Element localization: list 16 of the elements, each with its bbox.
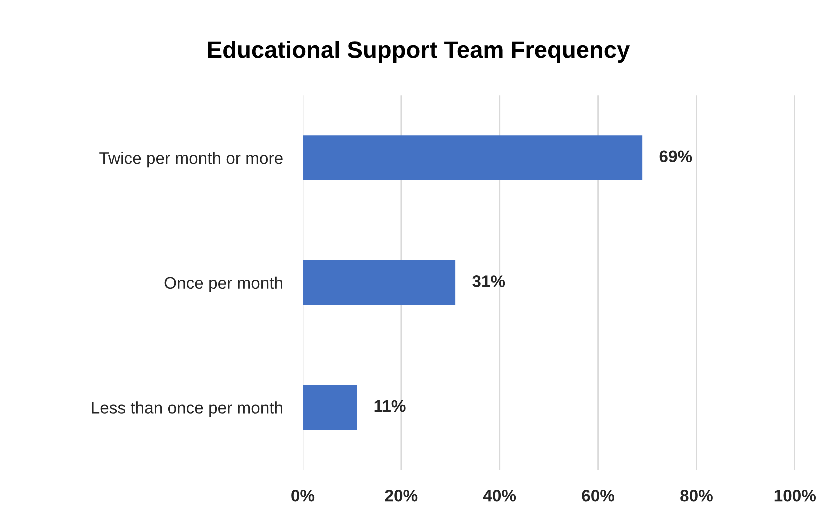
x-tick-label: 100% [774,490,816,502]
chart-title: Educational Support Team Frequency [208,40,630,64]
y-tick-label: Less than once per month [92,402,282,418]
data-label: 31% [472,276,506,288]
x-tick-label: 40% [483,490,516,502]
y-tick-label: Twice per month or more [100,152,283,168]
y-tick-label: Once per month [164,276,282,292]
x-tick-label: 80% [680,490,713,502]
bar [302,385,358,430]
data-label: 69% [660,150,692,163]
x-tick-label: 0% [292,490,315,502]
x-tick-label: 20% [385,490,418,502]
bar [302,136,643,181]
x-tick-label: 60% [582,490,615,502]
bar [302,260,456,306]
data-label: 11% [374,400,406,412]
